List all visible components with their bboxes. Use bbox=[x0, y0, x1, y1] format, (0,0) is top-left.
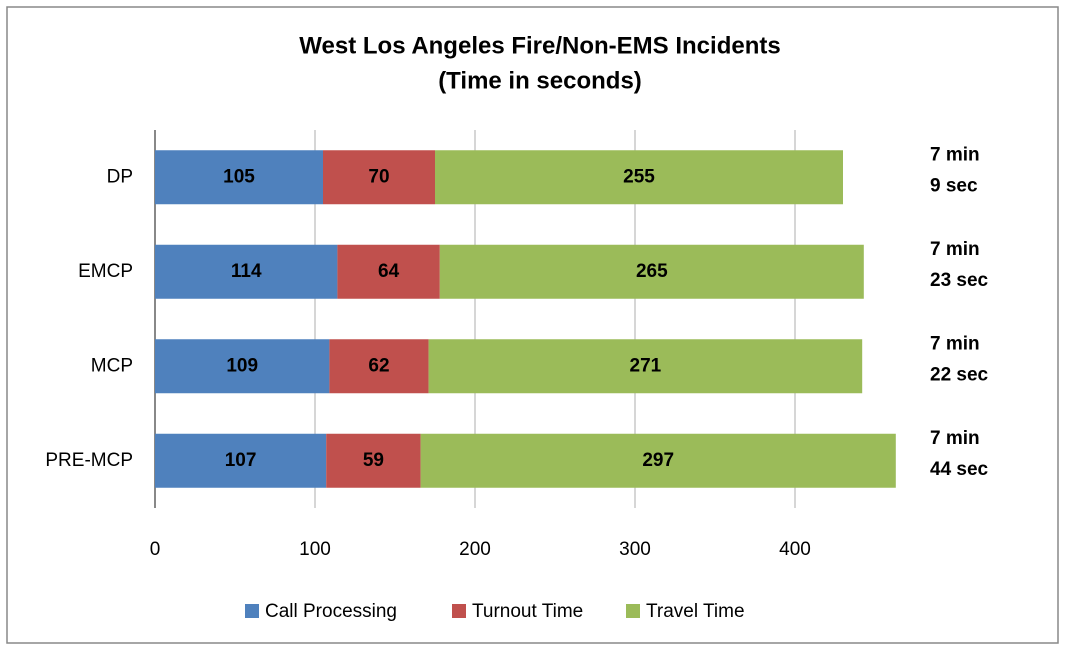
y-tick-label: DP bbox=[107, 166, 133, 187]
bar-segment bbox=[329, 339, 429, 394]
bar-segment bbox=[155, 150, 323, 205]
bar-segment bbox=[428, 339, 863, 394]
data-label: 105 bbox=[223, 166, 255, 187]
bar-segment bbox=[435, 150, 843, 205]
bar-segment bbox=[155, 244, 338, 299]
y-tick-label: MCP bbox=[91, 355, 133, 376]
total-label: 7 min bbox=[930, 239, 980, 260]
data-label: 271 bbox=[630, 355, 662, 376]
bar-segment bbox=[337, 244, 440, 299]
legend-label: Turnout Time bbox=[472, 601, 583, 622]
bar-segment bbox=[155, 339, 330, 394]
data-label: 297 bbox=[642, 450, 674, 471]
bar-segment bbox=[439, 244, 864, 299]
x-tick-label: 400 bbox=[779, 539, 811, 560]
bar-segment bbox=[155, 433, 327, 488]
total-label: 7 min bbox=[930, 428, 980, 449]
x-tick-label: 200 bbox=[459, 539, 491, 560]
bar-segment bbox=[323, 150, 435, 205]
legend-swatch bbox=[626, 604, 640, 618]
legend-swatch bbox=[245, 604, 259, 618]
legend-label: Travel Time bbox=[646, 601, 745, 622]
data-label: 114 bbox=[231, 261, 262, 282]
total-label: 23 sec bbox=[930, 270, 989, 291]
bar-segment bbox=[326, 433, 421, 488]
bar-segment bbox=[420, 433, 896, 488]
total-label: 7 min bbox=[930, 333, 980, 354]
data-label: 265 bbox=[636, 261, 668, 282]
chart-subtitle: (Time in seconds) bbox=[438, 67, 642, 94]
data-label: 64 bbox=[378, 261, 400, 282]
data-label: 70 bbox=[368, 166, 389, 187]
data-label: 107 bbox=[225, 450, 257, 471]
chart-title: West Los Angeles Fire/Non-EMS Incidents bbox=[299, 32, 780, 59]
total-label: 44 sec bbox=[930, 459, 989, 480]
y-tick-label: PRE-MCP bbox=[45, 450, 133, 471]
y-tick-label: EMCP bbox=[78, 261, 133, 282]
total-label: 22 sec bbox=[930, 364, 989, 385]
x-tick-label: 100 bbox=[299, 539, 331, 560]
data-label: 109 bbox=[226, 355, 258, 376]
legend-swatch bbox=[452, 604, 466, 618]
data-label: 62 bbox=[368, 355, 389, 376]
x-tick-label: 300 bbox=[619, 539, 651, 560]
data-label: 255 bbox=[623, 166, 655, 187]
total-label: 7 min bbox=[930, 144, 980, 165]
total-label: 9 sec bbox=[930, 175, 978, 196]
data-label: 59 bbox=[363, 450, 384, 471]
legend-label: Call Processing bbox=[265, 601, 397, 622]
chart-frame bbox=[6, 6, 1059, 644]
x-tick-label: 0 bbox=[150, 539, 161, 560]
